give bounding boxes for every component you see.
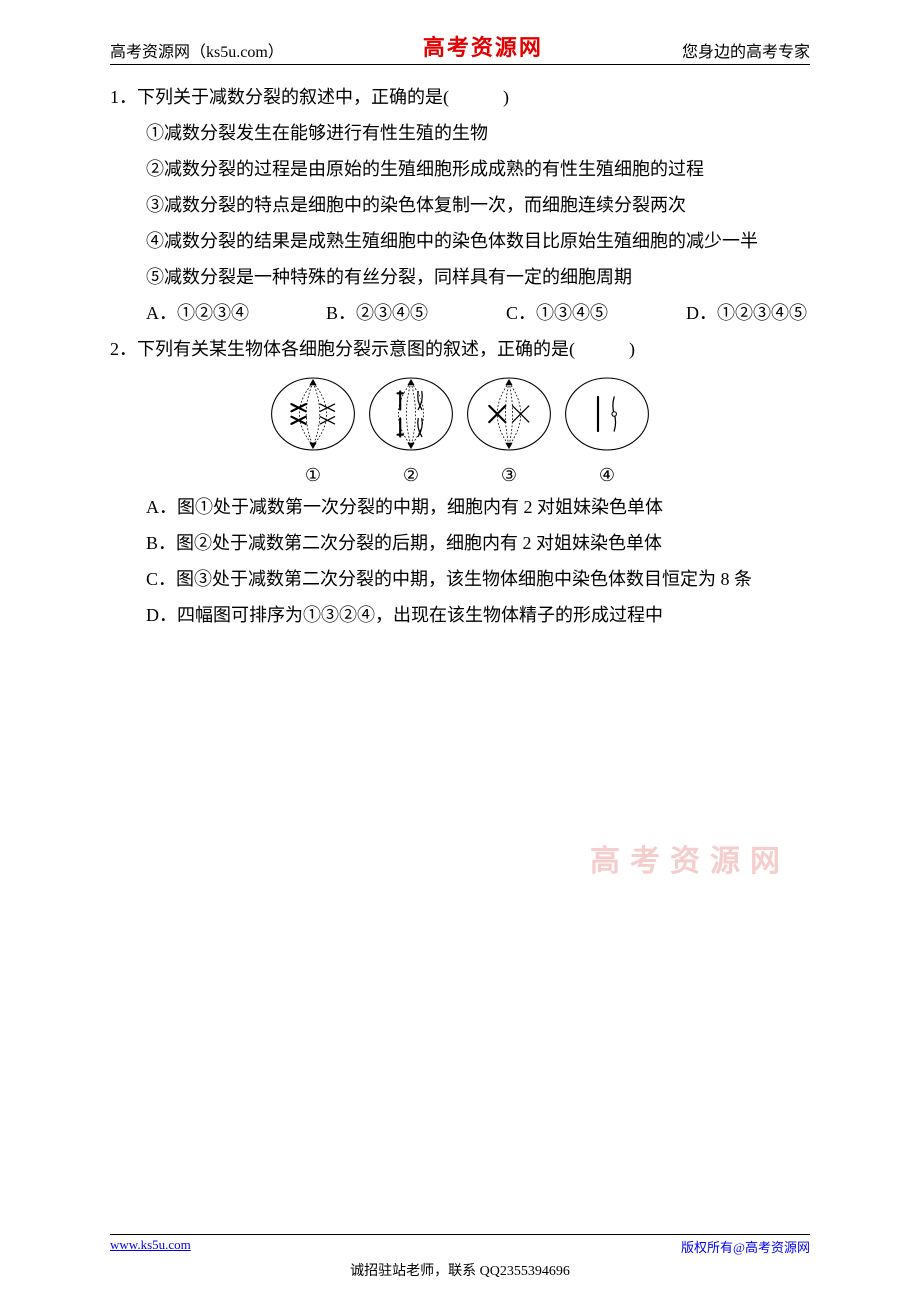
- cell-label-2: ②: [366, 465, 456, 487]
- header-center-logo: 高考资源网: [423, 30, 543, 62]
- cell-diagram-4: ④: [562, 373, 652, 487]
- q1-statement-3: ③减数分裂的特点是细胞中的染色体复制一次，而细胞连续分裂两次: [110, 187, 810, 223]
- q1-statement-5: ⑤减数分裂是一种特殊的有丝分裂，同样具有一定的细胞周期: [110, 259, 810, 295]
- q1-stem: 1．下列关于减数分裂的叙述中，正确的是( ): [110, 79, 810, 115]
- q1-option-b: B．②③④⑤: [326, 295, 506, 331]
- q2-option-d: D．四幅图可排序为①③②④，出现在该生物体精子的形成过程中: [110, 597, 810, 633]
- q2-diagrams: ① ②: [110, 373, 810, 487]
- page-footer: www.ks5u.com 版权所有@高考资源网 诚招驻站老师，联系 QQ2355…: [110, 1234, 810, 1280]
- q1-option-a: A．①②③④: [146, 295, 326, 331]
- q1-statement-1: ①减数分裂发生在能够进行有性生殖的生物: [110, 115, 810, 151]
- q1-statement-2: ②减数分裂的过程是由原始的生殖细胞形成成熟的有性生殖细胞的过程: [110, 151, 810, 187]
- q2-stem: 2．下列有关某生物体各细胞分裂示意图的叙述，正确的是( ): [110, 331, 810, 367]
- cell-label-3: ③: [464, 465, 554, 487]
- cell-diagram-3: ③: [464, 373, 554, 487]
- cell-diagram-2: ②: [366, 373, 456, 487]
- footer-link[interactable]: www.ks5u.com: [110, 1237, 191, 1256]
- q1-option-c: C．①③④⑤: [506, 295, 686, 331]
- page-header: 高考资源网（ks5u.com） 高考资源网 您身边的高考专家: [110, 30, 810, 65]
- footer-copyright: 版权所有@高考资源网: [681, 1237, 810, 1256]
- q2-option-c: C．图③处于减数第二次分裂的中期，该生物体细胞中染色体数目恒定为 8 条: [110, 561, 810, 597]
- watermark: 高考资源网: [590, 836, 790, 880]
- cell-label-4: ④: [562, 465, 652, 487]
- footer-recruit: 诚招驻站老师，联系 QQ2355394696: [110, 1260, 810, 1280]
- q1-option-d: D．①②③④⑤: [686, 295, 807, 331]
- q2-option-a: A．图①处于减数第一次分裂的中期，细胞内有 2 对姐妹染色单体: [110, 489, 810, 525]
- content: 1．下列关于减数分裂的叙述中，正确的是( ) ①减数分裂发生在能够进行有性生殖的…: [110, 79, 810, 633]
- cell-diagram-1: ①: [268, 373, 358, 487]
- q1-options: A．①②③④ B．②③④⑤ C．①③④⑤ D．①②③④⑤: [110, 295, 810, 331]
- q2-option-b: B．图②处于减数第二次分裂的后期，细胞内有 2 对姐妹染色单体: [110, 525, 810, 561]
- header-right: 您身边的高考专家: [682, 38, 810, 62]
- header-left: 高考资源网（ks5u.com）: [110, 38, 284, 62]
- q1-statement-4: ④减数分裂的结果是成熟生殖细胞中的染色体数目比原始生殖细胞的减少一半: [110, 223, 810, 259]
- cell-label-1: ①: [268, 465, 358, 487]
